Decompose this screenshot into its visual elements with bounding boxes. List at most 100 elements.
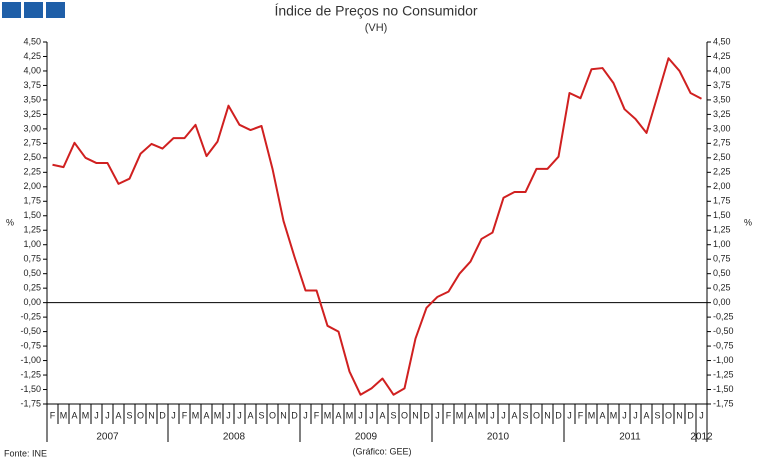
x-tick-label: F [182,410,188,420]
x-tick-label: M [192,410,200,420]
x-tick-label: O [665,410,672,420]
logo-square [2,2,21,18]
x-tick-label: S [522,410,528,420]
x-tick-label: A [511,410,517,420]
data-line [52,57,702,396]
y2-axis-label: % [744,217,752,227]
x-tick-label: J [105,410,110,420]
x-tick-label: J [226,410,231,420]
x-tick-label: J [622,410,627,420]
y2-tick-label: -1,25 [713,369,734,379]
y-tick-label: 2,25 [23,167,41,177]
x-tick-label: M [588,410,596,420]
x-tick-label: F [50,410,56,420]
x-tick-label: S [654,410,660,420]
x-tick-label: M [456,410,464,420]
logo-square [46,2,65,18]
y-tick-label: -0,75 [20,340,41,350]
x-tick-label: M [610,410,618,420]
x-tick-label: M [324,410,332,420]
chart-title: Índice de Preços no Consumidor [274,3,477,19]
y2-tick-label: 3,00 [713,123,731,133]
y2-tick-label: 4,50 [713,36,731,46]
credit: (Gráfico: GEE) [352,446,411,456]
x-tick-label: A [247,410,253,420]
x-tick-label: J [501,410,506,420]
y-tick-label: 0,25 [23,283,41,293]
y2-tick-label: 0,00 [713,297,731,307]
y2-tick-label: -1,50 [713,384,734,394]
y2-tick-label: 2,25 [713,167,731,177]
source: Fonte: INE [4,448,47,458]
x-tick-label: O [533,410,540,420]
y-tick-label: -1,25 [20,369,41,379]
x-tick-label: A [379,410,385,420]
x-tick-label: M [346,410,354,420]
y2-tick-label: 3,75 [713,80,731,90]
y-tick-label: 0,50 [23,268,41,278]
x-tick-label: J [369,410,374,420]
x-tick-label: O [401,410,408,420]
y2-tick-label: 3,50 [713,94,731,104]
year-label: 2012 [690,432,713,443]
x-tick-label: F [446,410,452,420]
y-tick-label: -1,50 [20,384,41,394]
y-tick-label: 4,50 [23,36,41,46]
y-tick-label: -0,25 [20,311,41,321]
y2-tick-label: 2,00 [713,181,731,191]
y2-tick-label: -1,00 [713,355,734,365]
y-tick-label: 1,75 [23,196,41,206]
y2-tick-label: 0,50 [713,268,731,278]
x-tick-label: J [171,410,176,420]
x-tick-label: M [214,410,222,420]
y2-tick-label: 1,00 [713,239,731,249]
x-tick-label: F [314,410,320,420]
y-tick-label: 4,00 [23,65,41,75]
y-tick-label: 2,00 [23,181,41,191]
x-tick-label: A [335,410,341,420]
x-tick-label: J [567,410,572,420]
y-tick-label: 3,25 [23,109,41,119]
y-tick-label: 1,50 [23,210,41,220]
y-tick-label: 3,00 [23,123,41,133]
x-tick-label: A [71,410,77,420]
year-label: 2010 [487,432,510,443]
x-tick-label: N [412,410,419,420]
x-tick-label: O [137,410,144,420]
y2-tick-label: 0,25 [713,283,731,293]
x-tick-label: A [643,410,649,420]
y2-tick-label: -0,25 [713,311,734,321]
x-tick-label: N [676,410,683,420]
x-tick-label: N [280,410,287,420]
y2-tick-label: -0,50 [713,326,734,336]
y-tick-label: -1,75 [20,398,41,408]
x-tick-label: F [578,410,584,420]
x-tick-label: A [203,410,209,420]
x-tick-label: A [467,410,473,420]
x-tick-label: M [60,410,68,420]
y2-tick-label: 2,50 [713,152,731,162]
x-tick-label: D [687,410,694,420]
x-tick-label: A [115,410,121,420]
y-tick-label: 1,25 [23,225,41,235]
y-tick-label: 3,50 [23,94,41,104]
x-tick-label: A [599,410,605,420]
y-axis-label: % [6,217,14,227]
y2-tick-label: -1,75 [713,398,734,408]
y-tick-label: 2,50 [23,152,41,162]
x-tick-label: J [435,410,440,420]
logo-square [24,2,43,18]
x-tick-label: J [699,410,704,420]
x-tick-label: J [358,410,363,420]
y2-tick-label: -0,75 [713,340,734,350]
x-tick-label: M [478,410,486,420]
x-tick-label: J [237,410,242,420]
x-tick-label: J [490,410,495,420]
x-tick-label: N [148,410,155,420]
y2-tick-label: 0,75 [713,254,731,264]
year-label: 2007 [96,432,119,443]
y-tick-label: 0,75 [23,254,41,264]
y2-tick-label: 2,75 [713,138,731,148]
y-tick-label: -1,00 [20,355,41,365]
